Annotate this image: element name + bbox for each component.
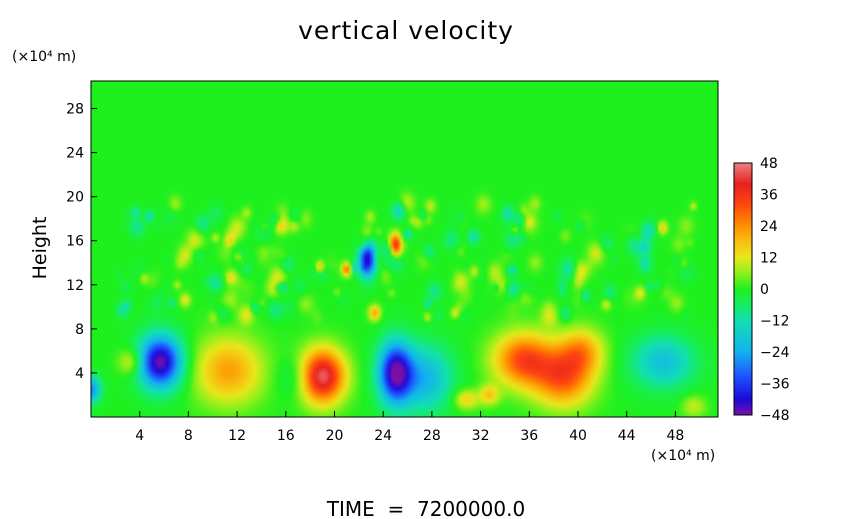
colorbar-tick-label: 0 (760, 282, 769, 298)
colorbar: 48 36 24 12 0 −12 −24 −36 −48 (733, 156, 790, 424)
y-tick-label: 20 (66, 190, 84, 206)
colorbar-tick-label: 36 (760, 188, 778, 204)
y-tick-label: 4 (75, 366, 84, 382)
y-tick-label: 28 (66, 102, 84, 118)
y-tick-label: 8 (75, 322, 84, 338)
x-tick-label: 4 (135, 428, 144, 444)
x-tick-label: 28 (423, 428, 441, 444)
x-tick-label: 40 (569, 428, 587, 444)
colorbar-ticks: 48 36 24 12 0 −12 −24 −36 −48 (760, 156, 790, 424)
colorbar-tick-label: 48 (760, 156, 778, 172)
x-tick-label: 48 (666, 428, 684, 444)
x-tick-label: 20 (326, 428, 344, 444)
x-tick-label: 32 (472, 428, 490, 444)
y-tick-label: 16 (66, 234, 84, 250)
x-tick-label: 8 (184, 428, 193, 444)
colorbar-tick-label: −48 (760, 408, 790, 424)
x-tick-label: 24 (374, 428, 392, 444)
y-axis-label: Height (29, 217, 51, 280)
colorbar-tick-label: 12 (760, 251, 778, 267)
time-footer: TIME = 7200000.0 (326, 497, 525, 519)
colorbar-tick-label: −36 (760, 377, 790, 393)
x-tick-label: 16 (277, 428, 295, 444)
y-tick-label: 12 (66, 278, 84, 294)
colorbar-tick-label: 24 (760, 219, 778, 235)
colorbar-fill (733, 162, 753, 416)
x-unit-label: (×10⁴ m) (651, 448, 715, 464)
y-unit-label: (×10⁴ m) (12, 49, 76, 65)
colorbar-tick-label: −24 (760, 345, 790, 361)
colorbar-tick-label: −12 (760, 314, 790, 330)
x-axis-ticks: 4 8 12 16 20 24 28 32 36 40 44 48 (135, 411, 684, 444)
y-tick-label: 24 (66, 146, 84, 162)
y-axis-ticks: 4 8 12 16 20 24 28 (66, 102, 97, 382)
plot-frame (90, 80, 719, 418)
x-tick-label: 12 (228, 428, 246, 444)
x-tick-label: 36 (520, 428, 538, 444)
velocity-field-image (91, 81, 718, 417)
chart-title: vertical velocity (298, 16, 514, 45)
x-tick-label: 44 (618, 428, 636, 444)
plot-area (90, 80, 719, 418)
